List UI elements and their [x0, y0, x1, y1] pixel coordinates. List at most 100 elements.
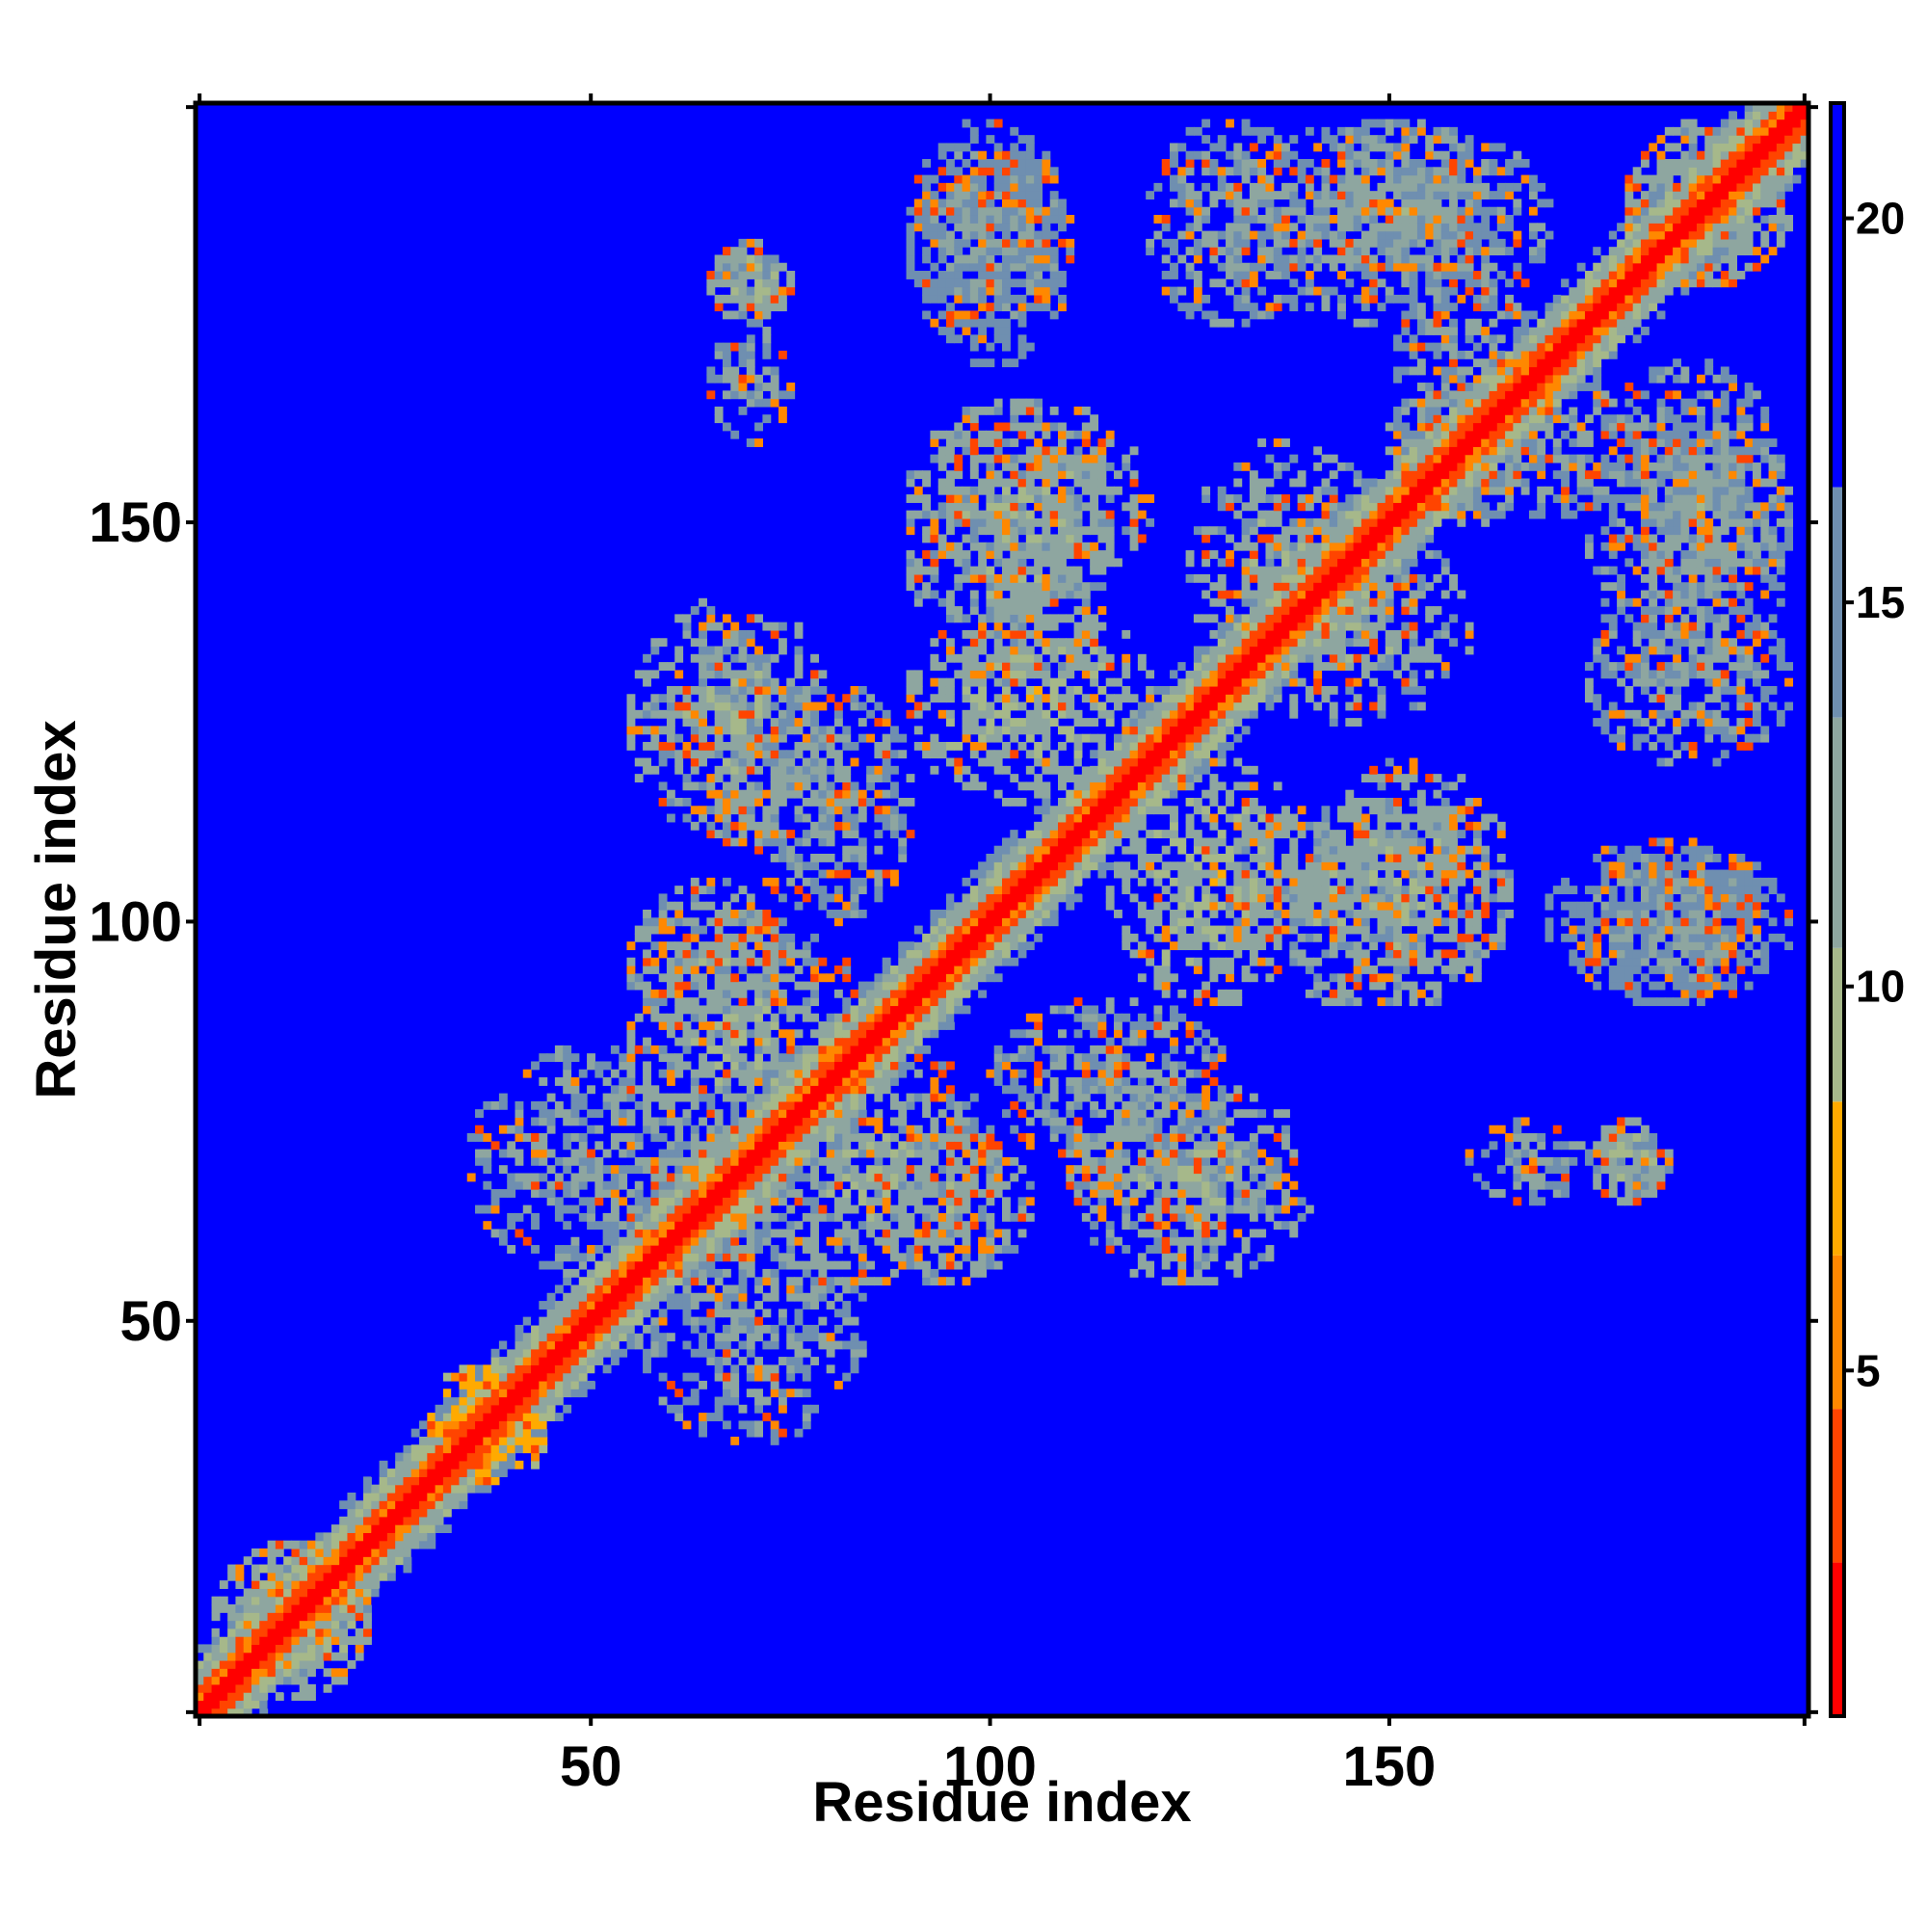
heatmap-cell [730, 726, 740, 735]
heatmap-cell [714, 1229, 724, 1238]
heatmap-cell [650, 701, 660, 711]
heatmap-cell [738, 1340, 748, 1350]
heatmap-cell [993, 430, 1003, 439]
heatmap-cell [563, 1085, 572, 1095]
heatmap-cell [275, 1636, 284, 1646]
heatmap-cell [954, 294, 964, 304]
heatmap-cell [993, 765, 1003, 775]
heatmap-cell [738, 1037, 748, 1046]
heatmap-cell [945, 893, 955, 903]
heatmap-cell [722, 1420, 731, 1430]
heatmap-cell [714, 1117, 724, 1126]
heatmap-cell [699, 1173, 707, 1182]
heatmap-cell [1042, 861, 1051, 871]
heatmap-cell [842, 813, 852, 823]
heatmap-cell [515, 1460, 524, 1469]
heatmap-cell [1073, 1133, 1083, 1142]
heatmap-cell [786, 845, 796, 855]
heatmap-cell [563, 1309, 572, 1318]
heatmap-cell [937, 685, 947, 695]
heatmap-cell [1017, 517, 1027, 527]
heatmap-cell [1034, 901, 1043, 911]
heatmap-cell [969, 215, 979, 224]
heatmap-cell [1073, 1149, 1083, 1158]
heatmap-cell [674, 1037, 684, 1046]
heatmap-cell [906, 1037, 915, 1046]
heatmap-cell [746, 390, 755, 400]
heatmap-cell [587, 1316, 595, 1326]
heatmap-cell [722, 1053, 731, 1063]
heatmap-cell [658, 1053, 668, 1063]
heatmap-cell [978, 741, 988, 751]
heatmap-cell [498, 1340, 508, 1350]
heatmap-cell [738, 638, 748, 648]
heatmap-cell [969, 191, 979, 200]
heatmap-cell [539, 1348, 548, 1358]
heatmap-cell [969, 638, 979, 648]
heatmap-cell [986, 893, 995, 903]
heatmap-cell [1017, 422, 1027, 432]
heatmap-cell [706, 1212, 716, 1222]
heatmap-cell [738, 789, 748, 799]
heatmap-cell [826, 726, 835, 735]
heatmap-cell [954, 1133, 964, 1142]
heatmap-cell [1042, 247, 1051, 256]
heatmap-cell [363, 1548, 372, 1557]
heatmap-cell [1034, 454, 1043, 463]
heatmap-cell [730, 989, 740, 998]
heatmap-cell [786, 1053, 796, 1063]
heatmap-cell [746, 262, 755, 272]
heatmap-cell [754, 1109, 763, 1119]
heatmap-cell [1066, 726, 1075, 735]
heatmap-cell [706, 989, 716, 998]
heatmap-cell [802, 774, 811, 783]
heatmap-cell [913, 486, 923, 495]
heatmap-cell [1017, 502, 1027, 512]
heatmap-cell [913, 1236, 923, 1246]
heatmap-cell [674, 1301, 684, 1310]
heatmap-cell [810, 830, 819, 839]
heatmap-cell [570, 1364, 580, 1374]
heatmap-cell [930, 933, 939, 942]
heatmap-cell [706, 1229, 716, 1238]
heatmap-cell [794, 718, 804, 727]
heatmap-cell [937, 662, 947, 671]
heatmap-cell [674, 901, 684, 911]
heatmap-cell [913, 1204, 923, 1214]
heatmap-cell [794, 1340, 804, 1350]
heatmap-cell [722, 941, 731, 951]
heatmap-cell [986, 318, 995, 328]
heatmap-cell [969, 278, 979, 288]
heatmap-cell [578, 1173, 588, 1182]
heatmap-cell [802, 893, 811, 903]
heatmap-cell [786, 1229, 796, 1238]
heatmap-cell [842, 1117, 852, 1126]
heatmap-cell [602, 1284, 612, 1294]
heatmap-cell [714, 1125, 724, 1134]
heatmap-cell [330, 1572, 340, 1581]
heatmap-cell [674, 1189, 684, 1198]
heatmap-cell [746, 718, 755, 727]
heatmap-cell [746, 957, 755, 966]
heatmap-cell [626, 1021, 636, 1030]
heatmap-cell [515, 1173, 524, 1182]
heatmap-cell [978, 286, 988, 296]
heatmap-cell [826, 1069, 835, 1078]
heatmap-cell [978, 877, 988, 887]
heatmap-cell [962, 182, 971, 192]
heatmap-cell [610, 1324, 620, 1334]
heatmap-cell [570, 1348, 580, 1358]
heatmap-cell [762, 989, 772, 998]
heatmap-cell [937, 1165, 947, 1175]
heatmap-cell [993, 119, 1003, 128]
heatmap-cell [786, 1141, 796, 1151]
heatmap-cell [299, 1548, 308, 1557]
heatmap-cell [1017, 781, 1027, 791]
heatmap-cell [850, 1340, 859, 1350]
heatmap-cell [1066, 701, 1075, 711]
heatmap-cell [913, 989, 923, 998]
heatmap-cell [962, 502, 971, 512]
heatmap-cell [539, 1156, 548, 1166]
heatmap-cell [690, 933, 700, 942]
heatmap-cell [563, 1141, 572, 1151]
